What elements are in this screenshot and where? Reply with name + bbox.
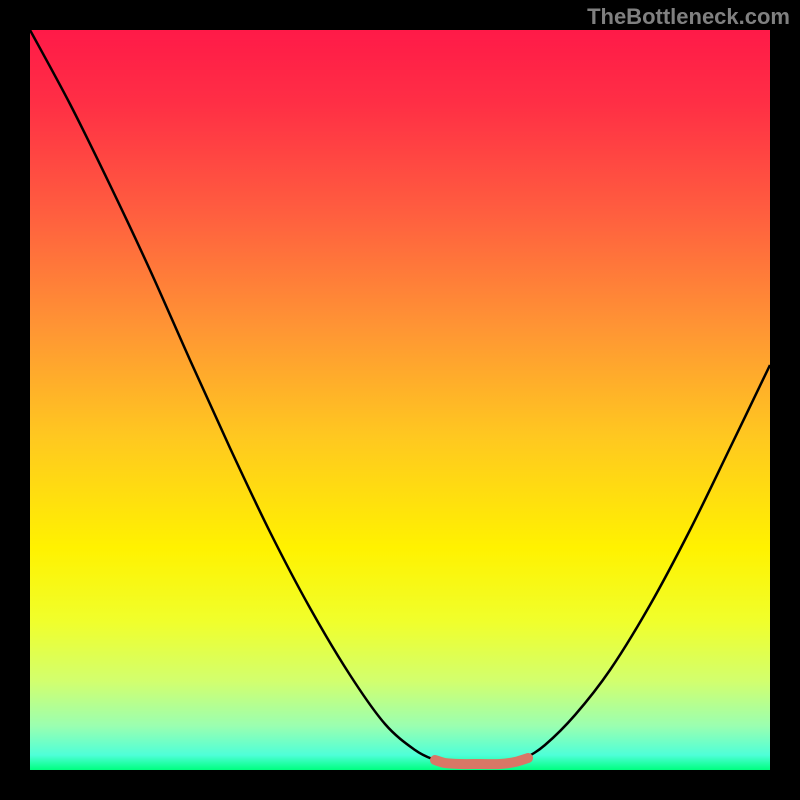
watermark-text: TheBottleneck.com — [587, 4, 790, 30]
plot-area — [30, 30, 770, 770]
curve-overlay — [30, 30, 770, 770]
flat-region-marker — [435, 758, 528, 764]
chart-container: TheBottleneck.com — [0, 0, 800, 800]
bottleneck-curve — [30, 30, 770, 764]
